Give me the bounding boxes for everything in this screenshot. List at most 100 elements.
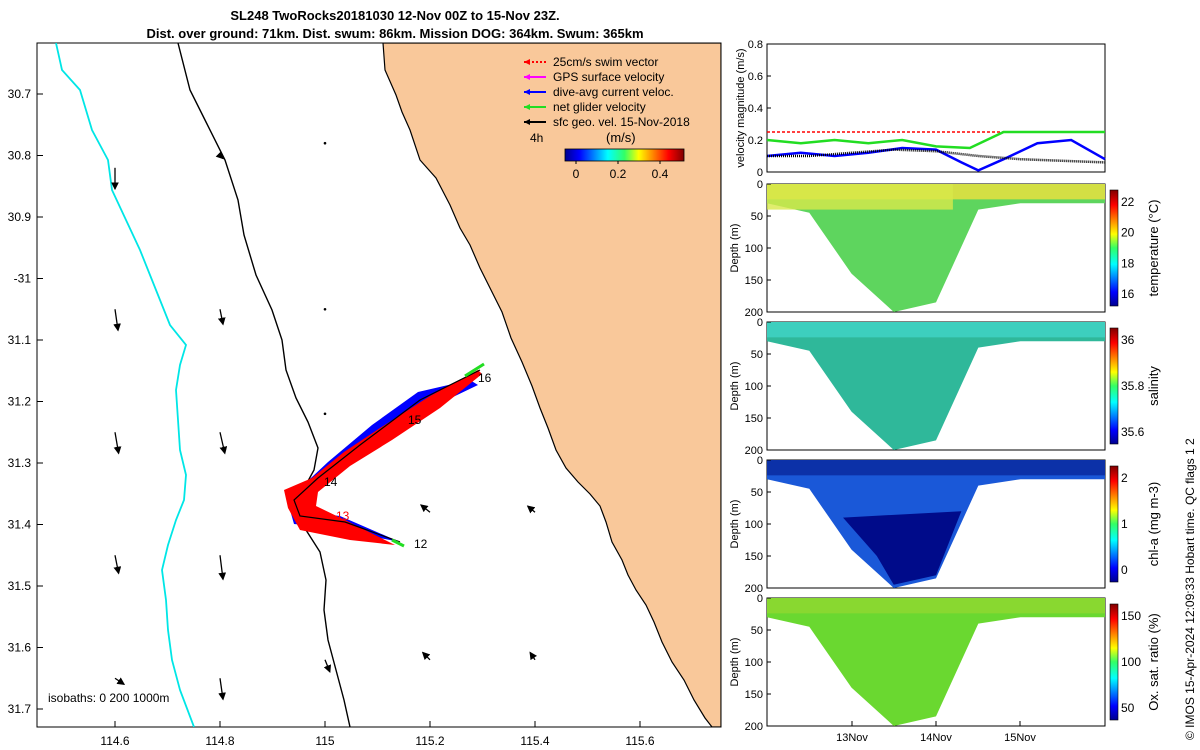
legend-label: 25cm/s swim vector bbox=[553, 55, 658, 69]
day-label-14: 14 bbox=[324, 475, 338, 489]
salinity-ytick-label: 0 bbox=[757, 317, 763, 329]
geo-velocity-dot bbox=[323, 141, 327, 145]
salinity-colorbar bbox=[1109, 327, 1119, 445]
section-xtick-label: 13Nov bbox=[836, 732, 868, 744]
salinity-cbtick-label: 35.8 bbox=[1121, 379, 1145, 393]
legend-arrowhead bbox=[524, 119, 530, 125]
geo-velocity-vector bbox=[529, 651, 538, 661]
sections-x-axis: 13Nov 14Nov 15Nov bbox=[836, 721, 1036, 744]
oxygen-data-region bbox=[767, 598, 1105, 726]
colorbar-prefix: 4h bbox=[530, 131, 543, 145]
temperature-cbtick-label: 20 bbox=[1121, 226, 1135, 240]
map-xtick-label: 115.4 bbox=[520, 734, 549, 748]
temperature-ytick-label: 0 bbox=[757, 179, 763, 191]
temperature-ytick-label: 150 bbox=[745, 275, 763, 287]
geo-velocity-vector bbox=[113, 309, 121, 332]
geo-velocity-vector bbox=[218, 678, 226, 701]
chla-ytick-label: 150 bbox=[745, 551, 763, 563]
map-ytick-label: 31.2 bbox=[8, 395, 32, 409]
geo-velocity-vector bbox=[219, 432, 228, 455]
map-ytick-label: 31.4 bbox=[8, 518, 32, 532]
temperature-warm-layer bbox=[767, 184, 953, 210]
day-label-13: 13 bbox=[336, 509, 350, 523]
temperature-cbtick-label: 22 bbox=[1121, 195, 1135, 209]
legend-label: dive-avg current veloc. bbox=[553, 85, 674, 99]
velocity-series-2 bbox=[766, 138, 1106, 172]
chla-cbtick-label: 2 bbox=[1121, 471, 1128, 485]
geo-velocity-vector bbox=[419, 504, 431, 513]
map-x-axis: 114.6 114.8 115 115.2 115.4 115.6 bbox=[100, 721, 655, 748]
legend-arrowhead bbox=[524, 89, 530, 95]
colorbar-tick-label: 0.2 bbox=[610, 167, 627, 181]
salinity-surface-layer bbox=[767, 322, 1105, 338]
geo-velocity-dot bbox=[323, 412, 327, 416]
map-y-axis: 30.7 30.8 30.9 -31 31.1 31.2 31.3 31.4 31.5 31.6 3… bbox=[8, 87, 43, 716]
geo-velocity-vector bbox=[113, 432, 122, 455]
map-xtick-label: 115.6 bbox=[625, 734, 654, 748]
colorbar-gradient bbox=[564, 148, 685, 162]
oxygen-ytick-label: 200 bbox=[745, 721, 763, 733]
legend-label: GPS surface velocity bbox=[553, 70, 664, 84]
chla-surface-layer bbox=[767, 460, 1105, 476]
geo-velocity-vector bbox=[218, 555, 227, 581]
map-ytick-label: 31.3 bbox=[8, 456, 32, 470]
track-green-end-16 bbox=[464, 362, 485, 378]
oxygen-ytick-label: 150 bbox=[745, 689, 763, 701]
temperature-cblabel: temperature (°C) bbox=[1146, 200, 1161, 297]
oxygen-colorbar bbox=[1109, 603, 1119, 721]
map-xtick-label: 114.8 bbox=[205, 734, 234, 748]
salinity-ytick-label: 150 bbox=[745, 413, 763, 425]
day-label-16: 16 bbox=[478, 371, 492, 385]
velocity-ytick-label: 0.6 bbox=[748, 71, 763, 83]
velocity-ytick-label: 0.8 bbox=[748, 39, 763, 51]
velocity-ytick-label: 0 bbox=[757, 167, 763, 179]
salinity-ytick-label: 200 bbox=[745, 445, 763, 457]
velocity-series-1 bbox=[766, 130, 1105, 150]
oxygen-cbtick-label: 100 bbox=[1121, 655, 1141, 669]
oxygen-section-panel: 0 50 100 150 200 Depth (m) 50 100 150 Ox. sat. ra… bbox=[729, 593, 1161, 733]
temperature-data-region bbox=[767, 184, 1105, 312]
chla-ytick-label: 0 bbox=[757, 455, 763, 467]
chla-deep-low bbox=[843, 511, 962, 585]
oxygen-cbtick-label: 150 bbox=[1121, 609, 1141, 623]
salinity-cbtick-label: 35.6 bbox=[1121, 425, 1145, 439]
chla-cbtick-label: 0 bbox=[1121, 563, 1128, 577]
oxygen-cblabel: Ox. sat. ratio (%) bbox=[1146, 613, 1161, 711]
map-ytick-label: 30.9 bbox=[8, 210, 32, 224]
geo-velocity-vector bbox=[526, 505, 536, 514]
oxygen-ytick-label: 0 bbox=[757, 593, 763, 605]
temperature-ytick-label: 50 bbox=[751, 211, 763, 223]
track-net-line bbox=[293, 369, 481, 543]
chla-ytick-label: 200 bbox=[745, 583, 763, 595]
geo-velocity-vector bbox=[113, 555, 122, 575]
oxygen-ylabel: Depth (m) bbox=[729, 638, 741, 687]
chla-ytick-label: 100 bbox=[745, 519, 763, 531]
geo-velocity-vector bbox=[421, 651, 431, 661]
land-area bbox=[382, 43, 721, 727]
geo-velocity-vector bbox=[114, 677, 126, 685]
temperature-ytick-label: 200 bbox=[745, 307, 763, 319]
day-label-12: 12 bbox=[414, 537, 428, 551]
map-panel: 16 15 14 13 12 bbox=[36, 42, 722, 728]
section-xtick-label: 15Nov bbox=[1004, 732, 1036, 744]
geo-velocity-vector bbox=[215, 151, 224, 160]
oxygen-cbtick-label: 50 bbox=[1121, 701, 1135, 715]
velocity-panel: 0 0.2 0.4 0.6 0.8 velocity magnitude (m/s) bbox=[735, 39, 1106, 179]
velocity-ytick-label: 0.4 bbox=[748, 103, 763, 115]
salinity-cblabel: salinity bbox=[1146, 366, 1161, 406]
chla-ytick-label: 50 bbox=[751, 487, 763, 499]
colorbar-tick-label: 0.4 bbox=[652, 167, 669, 181]
temperature-ytick-label: 100 bbox=[745, 243, 763, 255]
map-title-line-1: SL248 TwoRocks20181030 12-Nov 00Z to 15-… bbox=[230, 8, 560, 23]
speed-colorbar: 4h (m/s) 0 0.2 0.4 bbox=[530, 130, 685, 181]
map-xtick-label: 114.6 bbox=[100, 734, 129, 748]
salinity-section-panel: 0 50 100 150 200 Depth (m) 35.6 35.8 36 salinity bbox=[729, 317, 1161, 457]
chla-colorbar bbox=[1109, 465, 1119, 583]
glider-track bbox=[284, 362, 485, 548]
map-ytick-label: 30.8 bbox=[8, 149, 32, 163]
geo-velocity-vector bbox=[323, 659, 332, 674]
temperature-ylabel: Depth (m) bbox=[729, 224, 741, 273]
track-red-band bbox=[284, 370, 482, 545]
